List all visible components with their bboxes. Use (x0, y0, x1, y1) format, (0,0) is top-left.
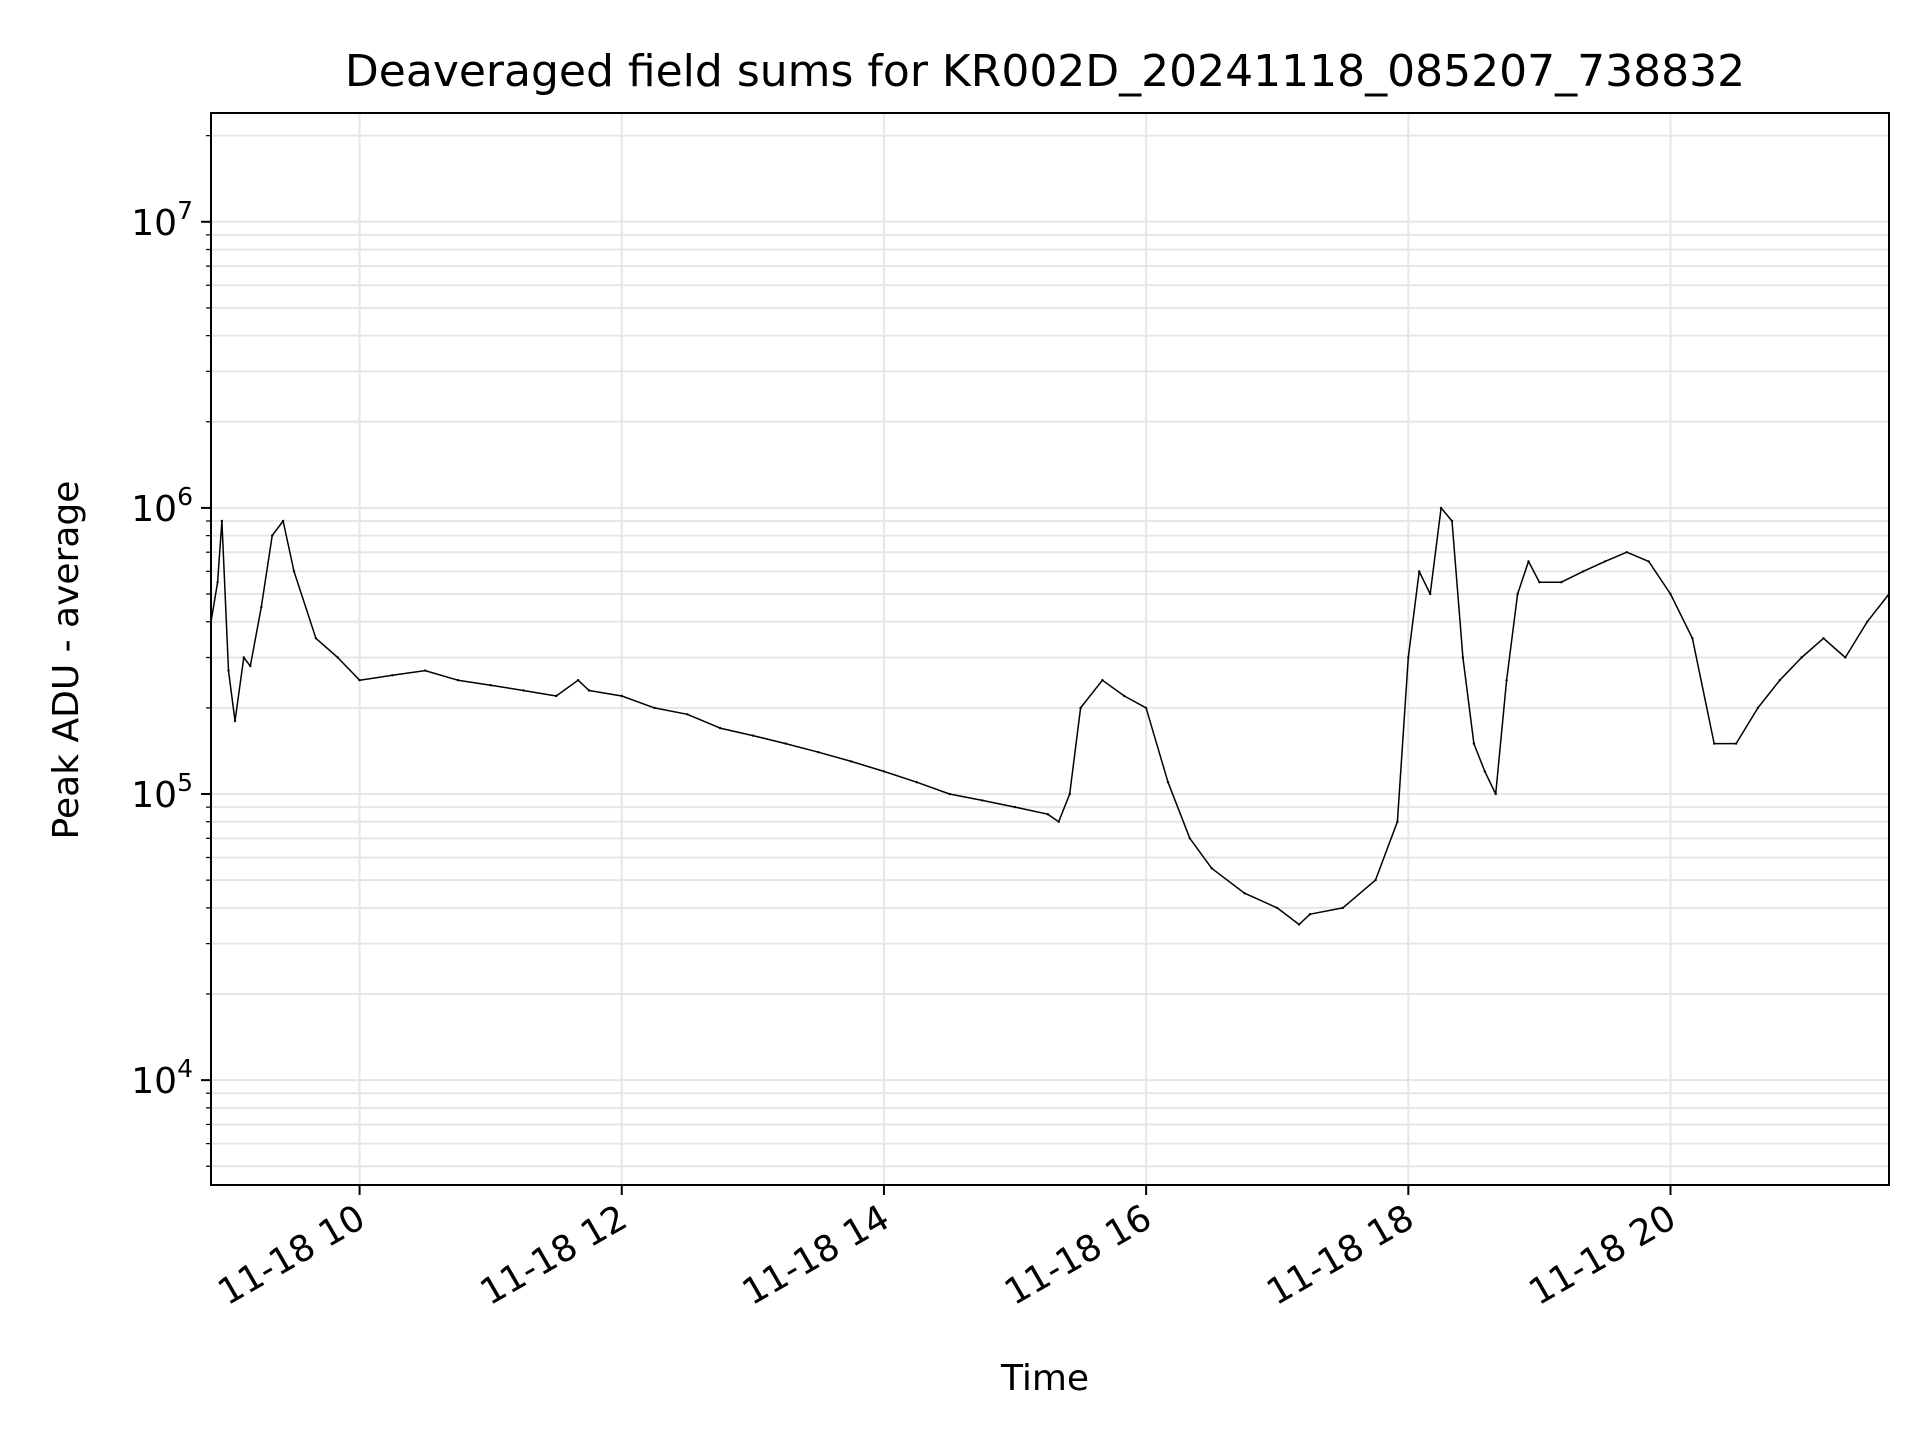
grid (211, 113, 1889, 1185)
data-point (1101, 679, 1104, 682)
data-point (948, 792, 951, 796)
data-point (1429, 592, 1432, 596)
data-point (1450, 519, 1454, 523)
data-point (620, 694, 623, 698)
data-point (686, 713, 689, 716)
data-point (1297, 923, 1301, 926)
data-point (1713, 742, 1716, 745)
data-point (1079, 706, 1082, 710)
data-point (850, 760, 853, 763)
data-point (1068, 792, 1071, 796)
y-tick-label: 106 (131, 482, 193, 530)
y-tick-label: 104 (131, 1054, 193, 1102)
data-point (1407, 656, 1410, 659)
data-point (1516, 592, 1519, 596)
data-point (1778, 679, 1782, 682)
x-axis-label: Time (1000, 1358, 1089, 1399)
data-point (915, 781, 918, 784)
data-point (981, 799, 984, 802)
data-point (423, 669, 427, 672)
y-axis-label: Peak ADU - average (46, 481, 87, 840)
data-point (1483, 770, 1487, 773)
data-point (1472, 742, 1476, 745)
data-point (751, 734, 755, 737)
data-point (1691, 637, 1694, 640)
data-point (220, 519, 224, 523)
data-point (1166, 781, 1170, 784)
data-point (1144, 706, 1148, 710)
data-point (1844, 656, 1847, 659)
data-point (1538, 581, 1541, 584)
data-point (1057, 820, 1060, 823)
data-point (1625, 551, 1629, 554)
data-point (1461, 656, 1465, 659)
data-point (882, 770, 886, 773)
data-point (1669, 592, 1672, 596)
data-point (249, 664, 252, 668)
data-point (227, 669, 230, 672)
data-point (1647, 560, 1650, 563)
data-point (336, 656, 339, 659)
data-point (718, 726, 722, 730)
data-point (391, 674, 394, 677)
data-point (1276, 906, 1279, 910)
data-point (1210, 867, 1213, 870)
data-point (314, 637, 318, 640)
data-point (555, 694, 558, 698)
data-point (233, 719, 237, 723)
data-point (489, 684, 492, 687)
data-point (292, 570, 296, 573)
data-point (1866, 620, 1869, 623)
data-point (1603, 560, 1607, 563)
data-point (1800, 656, 1803, 659)
data-point (260, 605, 263, 609)
data-point (653, 706, 656, 710)
y-tick-label: 105 (131, 768, 193, 816)
data-point (817, 751, 820, 754)
data-point (1046, 813, 1050, 816)
data-point (1439, 506, 1443, 510)
data-point (358, 679, 361, 682)
data-point (1527, 560, 1530, 563)
data-point (456, 679, 460, 682)
data-point (522, 689, 525, 692)
data-point (1341, 906, 1345, 910)
data-point (587, 689, 591, 692)
chart-title: Deaveraged field sums for KR002D_2024111… (345, 46, 1745, 97)
data-point (216, 581, 219, 584)
data-point (1374, 878, 1377, 882)
data-point (1494, 792, 1497, 796)
data-point (576, 679, 580, 682)
data-point (1505, 679, 1508, 682)
data-point (242, 656, 245, 659)
data-point (784, 742, 787, 745)
data-point (1013, 805, 1017, 809)
data-point (1560, 581, 1563, 584)
data-point (1188, 837, 1192, 840)
data-point (1308, 913, 1312, 916)
data-point (1756, 706, 1760, 710)
data-point (281, 519, 285, 523)
data-point (1243, 892, 1246, 895)
data-point (271, 534, 274, 537)
data-point (1734, 742, 1738, 745)
data-point (1396, 820, 1399, 823)
data-point (1581, 570, 1585, 573)
plot-frame (210, 112, 1890, 1186)
data-point (1822, 637, 1825, 640)
y-tick-label: 107 (131, 196, 193, 244)
data-point (1123, 694, 1126, 698)
data-point (1418, 570, 1421, 573)
